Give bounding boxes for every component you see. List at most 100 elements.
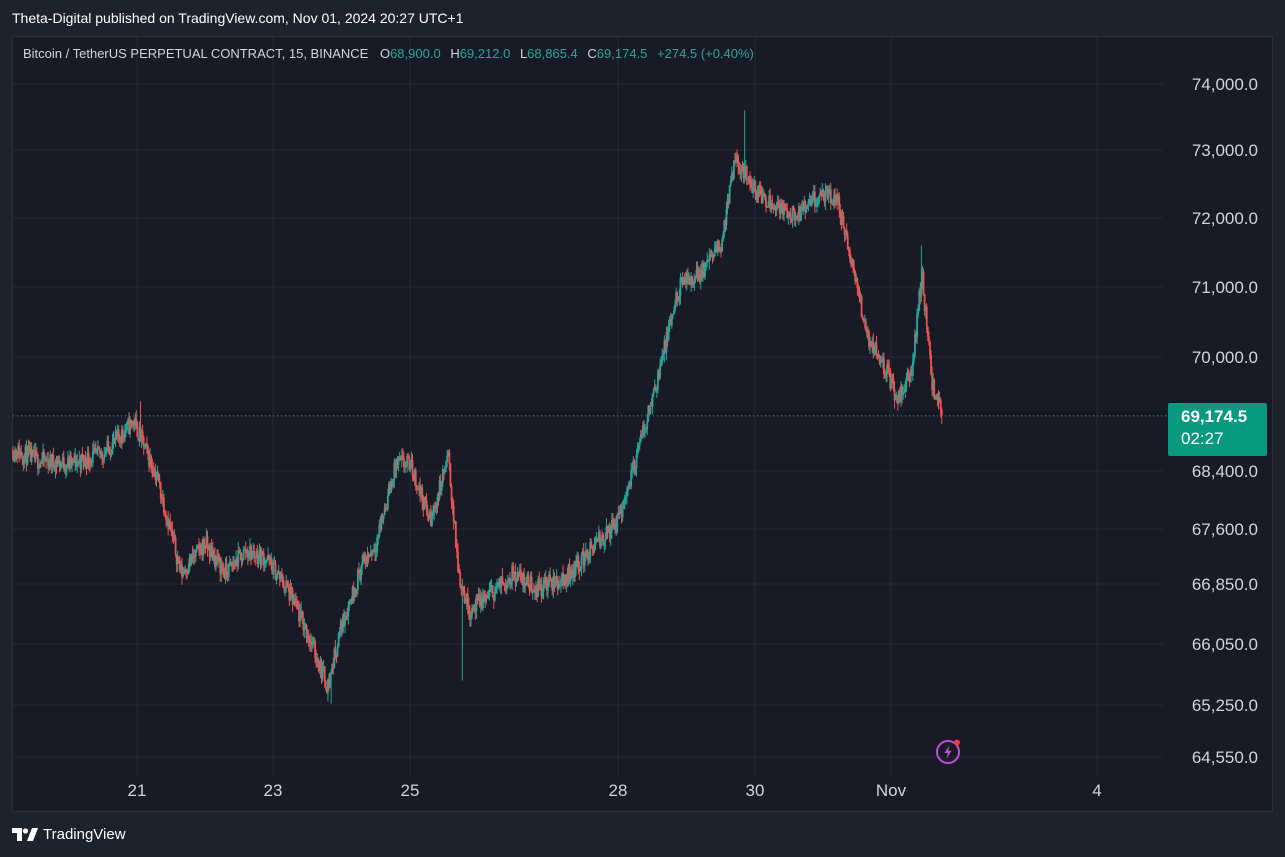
candle bbox=[824, 183, 827, 210]
candle bbox=[645, 426, 648, 434]
candle bbox=[65, 464, 68, 477]
candle bbox=[500, 575, 503, 595]
candle bbox=[436, 493, 439, 514]
candle bbox=[811, 190, 814, 204]
candle bbox=[875, 335, 878, 359]
candle bbox=[112, 431, 115, 449]
candle bbox=[486, 591, 489, 599]
candle bbox=[295, 595, 298, 610]
candle bbox=[28, 440, 31, 455]
candle bbox=[110, 449, 113, 458]
candle bbox=[863, 314, 866, 329]
candle bbox=[515, 577, 518, 587]
candle bbox=[581, 548, 584, 557]
candle bbox=[108, 446, 111, 456]
candle bbox=[907, 369, 910, 381]
candle bbox=[403, 451, 405, 473]
candle bbox=[646, 414, 649, 435]
candle bbox=[127, 417, 129, 425]
candle bbox=[76, 453, 79, 474]
candle bbox=[103, 446, 106, 464]
candle bbox=[663, 335, 666, 363]
candle bbox=[483, 590, 485, 603]
high-label: H bbox=[450, 46, 460, 61]
candle bbox=[86, 446, 89, 469]
candle bbox=[421, 483, 424, 511]
candle bbox=[758, 181, 761, 198]
candle bbox=[525, 576, 528, 586]
candle bbox=[78, 450, 81, 465]
candle bbox=[325, 687, 328, 694]
candle bbox=[801, 199, 803, 212]
candle bbox=[182, 567, 184, 579]
tradingview-brand[interactable]: TradingView bbox=[43, 826, 126, 843]
candle bbox=[40, 461, 42, 468]
candle bbox=[567, 563, 570, 587]
candle bbox=[394, 459, 397, 479]
candle bbox=[378, 519, 381, 539]
candle bbox=[337, 631, 340, 648]
candle bbox=[104, 446, 107, 457]
candle bbox=[449, 462, 452, 488]
candle bbox=[168, 518, 171, 530]
candle bbox=[718, 239, 720, 253]
candle bbox=[713, 241, 716, 257]
candle bbox=[773, 203, 776, 211]
candle bbox=[897, 389, 900, 405]
candle bbox=[52, 447, 55, 469]
candle bbox=[245, 549, 248, 558]
candle bbox=[309, 633, 312, 652]
candle bbox=[597, 525, 600, 542]
candle bbox=[734, 152, 736, 164]
candle bbox=[712, 254, 715, 262]
candle bbox=[116, 424, 119, 442]
candle bbox=[493, 586, 496, 603]
candle bbox=[832, 199, 834, 206]
candle bbox=[724, 217, 727, 232]
candle bbox=[374, 541, 376, 562]
candle bbox=[312, 636, 314, 649]
candle bbox=[290, 582, 293, 599]
candle bbox=[373, 543, 375, 552]
tradingview-logo-icon[interactable] bbox=[12, 827, 38, 842]
candle bbox=[803, 195, 806, 211]
candle bbox=[323, 666, 326, 688]
candle bbox=[289, 579, 292, 602]
candle bbox=[151, 458, 154, 479]
symbol-name[interactable]: Bitcoin / TetherUS PERPETUAL CONTRACT, 1… bbox=[23, 46, 369, 61]
candle bbox=[635, 449, 638, 477]
candle bbox=[936, 392, 939, 407]
candle bbox=[509, 572, 511, 590]
candle bbox=[615, 515, 618, 537]
candle bbox=[84, 450, 87, 470]
candle bbox=[54, 458, 57, 479]
candle bbox=[238, 546, 241, 554]
candle bbox=[361, 555, 364, 575]
candle bbox=[430, 505, 432, 527]
candle bbox=[731, 171, 734, 182]
lightning-icon[interactable] bbox=[935, 738, 961, 764]
candle bbox=[275, 573, 278, 585]
candle bbox=[398, 452, 401, 461]
candle bbox=[390, 477, 392, 493]
candle bbox=[32, 445, 35, 458]
candle bbox=[601, 530, 603, 541]
candle bbox=[300, 601, 303, 619]
candle bbox=[783, 200, 785, 222]
candle bbox=[592, 544, 595, 556]
candle bbox=[92, 440, 95, 455]
candle bbox=[749, 171, 751, 192]
candle bbox=[841, 209, 844, 226]
candle bbox=[833, 189, 835, 210]
candle bbox=[514, 563, 517, 592]
candle bbox=[12, 445, 14, 462]
candle bbox=[186, 568, 189, 579]
candle bbox=[101, 450, 104, 466]
candle bbox=[487, 589, 490, 600]
candle bbox=[144, 442, 147, 449]
candle bbox=[867, 325, 869, 341]
candle bbox=[23, 453, 26, 469]
candle bbox=[886, 359, 888, 382]
candle bbox=[305, 623, 308, 644]
